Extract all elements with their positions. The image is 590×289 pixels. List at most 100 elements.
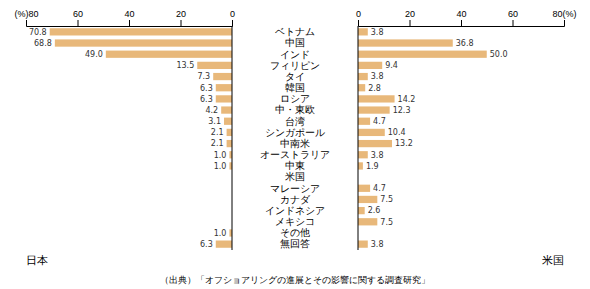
bar [221,106,232,113]
tick-label: 20 [176,9,186,19]
bar [358,162,363,169]
tick-label: 60 [73,9,83,19]
category-label: マレーシア [270,183,320,194]
bar [227,129,232,136]
category-labels: ベトナム中国インドフィリピンタイ韓国ロシア中・東欧台湾シンガポール中南米オースト… [260,26,330,249]
x-axis: 0 20 40 60 80(%) [356,9,577,27]
tick-label: 0 [230,9,235,19]
tick-label: 0 [356,9,361,19]
bar [358,84,365,91]
category-label: オーストラリア [260,149,330,160]
bar [216,95,232,102]
data-label: 49.0 [85,50,103,59]
chart: 70.868.849.013.57.36.36.34.23.12.12.11.0… [0,0,590,289]
panel-right: 3.836.850.09.43.82.814.212.34.710.413.23… [356,9,577,267]
tick-label: 60 [508,9,518,19]
tick-mark [129,20,130,26]
x-axis: 0 20 40 60 (%)80 [14,9,235,27]
data-labels: 3.836.850.09.43.82.814.212.34.710.413.23… [366,28,508,249]
data-label: 70.8 [29,28,47,37]
data-label: 2.1 [211,139,224,148]
data-label: 13.2 [395,139,413,148]
tick: 80(%) [552,9,576,26]
panel-label: 日本 [26,254,48,267]
bar [358,151,368,158]
bar [197,62,232,69]
bar [216,241,232,248]
tick: 40 [456,9,466,26]
data-label: 6.3 [200,240,213,249]
tick-mark [358,20,359,26]
data-label: 7.3 [197,72,210,81]
bar [216,84,232,91]
data-label: 1.0 [214,162,227,171]
category-label: カナダ [280,194,311,205]
data-label: 10.4 [388,128,406,137]
category-label: メキシコ [275,216,315,227]
data-label: 2.6 [368,206,381,215]
tick-label: 40 [456,9,466,19]
bar [358,62,382,69]
tick-mark [564,20,565,26]
category-label: フィリピン [270,60,320,71]
tick-mark [232,20,233,26]
data-label: 50.0 [490,50,508,59]
tick-mark [26,20,27,26]
bar [106,51,232,58]
data-label: 1.9 [366,162,379,171]
bar [227,140,232,147]
bar [358,51,487,58]
tick: (%)80 [14,9,38,26]
data-label: 68.8 [34,39,52,48]
category-label: 韓国 [285,82,305,93]
tick: 0 [230,9,235,26]
data-label: 2.1 [211,128,224,137]
data-label: 12.3 [393,106,411,115]
category-label: シンガポール [265,127,325,138]
category-label: インドネシア [265,205,325,216]
baseline [358,26,359,250]
tick: 40 [124,9,134,26]
data-label: 3.8 [371,72,384,81]
bars [50,28,232,248]
tick-mark [78,20,79,26]
tick: 60 [73,9,83,26]
tick: 20 [176,9,186,26]
category-label: インド [280,49,310,60]
category-label: ロシア [280,93,310,104]
data-label: 14.2 [398,95,416,104]
bar [55,39,232,46]
category-label: その他 [280,227,310,238]
bars [358,28,487,248]
tick-label: 80(%) [552,9,576,19]
bar [224,118,232,125]
category-label: 中東 [285,160,305,171]
tick-mark [513,20,514,26]
bar [358,140,392,147]
data-label: 4.2 [205,106,218,115]
data-label: 2.8 [368,84,381,93]
tick: 0 [356,9,361,26]
baseline [232,26,233,250]
data-label: 6.3 [200,84,213,93]
data-label: 4.7 [373,117,386,126]
tick-mark [410,20,411,26]
category-label: 中国 [285,37,305,48]
axis-line [359,20,565,27]
tick-label: (%)80 [14,9,38,19]
axis-line [27,20,233,27]
data-label: 3.8 [371,28,384,37]
data-label: 3.1 [208,117,221,126]
bar [358,118,370,125]
tick: 20 [405,9,415,26]
category-label: 台湾 [285,116,305,127]
bar [358,73,368,80]
category-label: 中・東欧 [275,104,315,115]
category-label: 無回答 [280,238,310,249]
category-label: 中南米 [280,138,310,149]
data-label: 3.8 [371,151,384,160]
tick: 60 [508,9,518,26]
bar [358,218,377,225]
data-label: 1.0 [214,151,227,160]
bar [358,106,390,113]
